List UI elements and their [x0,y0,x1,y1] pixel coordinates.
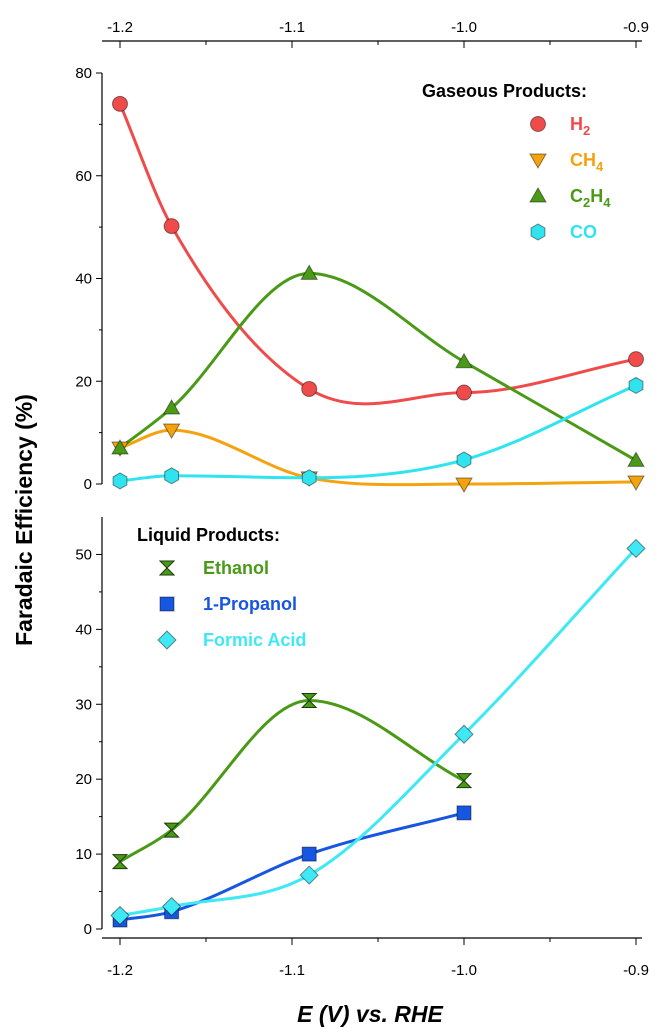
legend-label-h2: H2 [570,114,590,138]
data-point-c2h4 [627,451,645,467]
data-point-h2 [628,351,644,368]
data-point-c2h4 [111,439,129,455]
legend-marker-c2h4 [529,186,547,203]
top-x-axis: -1.2 -1.1 -1.0 -0.9 [102,19,649,48]
data-point-co [628,376,644,394]
legend-title: Gaseous Products: [422,81,587,101]
y-tick-label: 80 [75,65,92,82]
data-point-formic acid [161,896,182,917]
gaseous-products-panel: 0 20 40 60 80 Gaseous Products: H2 CH4 C2H4 CO [75,65,645,494]
y-tick-label: 20 [75,373,92,390]
series-line-formic acid [118,547,638,917]
y-tick-label: 40 [75,271,92,288]
legend-label-co: CO [570,222,597,242]
data-point-h2 [456,384,472,401]
y-tick-label: 40 [75,621,92,638]
y-tick-label: 50 [75,546,92,563]
legend-marker-ethanol [158,560,176,576]
x-tick-label: -0.9 [623,962,649,979]
legend-marker-h2 [530,116,546,132]
x-tick-label: -1.2 [107,962,133,979]
y-tick-label: 10 [75,846,92,863]
data-point-ethanol [111,854,129,870]
data-point-1-propanol [301,846,317,862]
data-point-ethanol [163,822,180,838]
data-point-formic acid [110,905,130,926]
y-tick-label: 60 [75,168,92,185]
y-tick-label: 0 [84,921,92,938]
y-axis-label: Faradaic Efficiency (%) [11,394,37,646]
y-tick-label: 20 [75,771,92,788]
data-point-h2 [163,218,180,235]
x-axis-label: E (V) vs. RHE [297,1001,443,1027]
legend-label-c2h4: C2H4 [570,186,611,210]
data-point-formic acid [626,538,646,559]
legend-marker-co [530,223,546,241]
data-point-formic acid [299,865,319,885]
bottom-x-axis: -1.2 -1.1 -1.0 -0.9 [102,937,649,979]
legend-label-formic acid: Formic Acid [203,630,306,650]
liquid-products-panel: 0 10 20 30 40 50 Liquid Products: Ethanol 1-Prop… [75,517,646,938]
data-point-co [456,451,472,469]
data-point-c2h4 [300,264,319,280]
data-point-ethanol [455,773,473,789]
legend-label-ch4: CH4 [570,150,604,174]
x-tick-label: -1.2 [107,19,133,36]
x-tick-label: -1.0 [451,19,477,36]
legend-marker-ch4 [529,153,547,170]
data-point-c2h4 [455,352,473,369]
data-point-ch4 [455,477,473,494]
data-point-co [164,467,179,485]
data-point-h2 [112,95,128,112]
x-tick-label: -1.1 [279,19,305,36]
legend-label-1-propanol: 1-Propanol [203,594,297,614]
series-line-1-propanol [118,811,466,922]
data-point-formic acid [454,724,474,744]
series-line-h2 [118,102,638,406]
legend-marker-1-propanol [159,596,175,612]
data-point-ethanol [300,693,318,709]
data-point-1-propanol [456,805,472,821]
legend-label-ethanol: Ethanol [203,558,269,578]
data-point-ch4 [627,475,645,491]
series-line-ethanol [118,698,466,864]
x-tick-label: -1.1 [279,962,305,979]
y-tick-label: 30 [75,696,92,713]
data-point-co [301,469,317,487]
data-point-c2h4 [162,398,181,415]
x-tick-label: -0.9 [623,19,649,36]
data-point-ch4 [162,423,181,440]
data-point-co [112,472,128,490]
legend-marker-formic acid [157,630,177,650]
legend-title: Liquid Products: [137,525,280,545]
x-tick-label: -1.0 [451,962,477,979]
y-tick-label: 0 [84,476,92,493]
data-point-h2 [301,380,318,397]
